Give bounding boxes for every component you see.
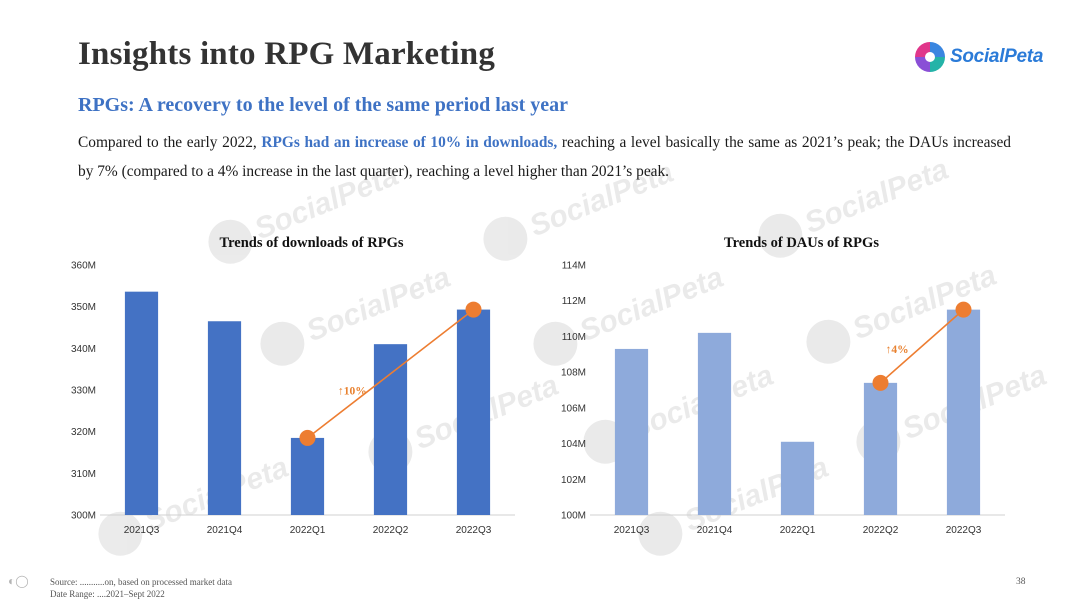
y-tick-label: 350M [71,302,96,313]
downloads-chart: Trends of downloads of RPGs 300M 310M 320M 3… [40,228,540,548]
y-tick-label: 340M [71,344,96,355]
bar-2021Q3 [614,348,649,515]
y-tick-label: 330M [71,386,96,397]
y-tick-label: 106M [561,403,586,414]
slide-subtitle: RPGs: A recovery to the level of the sam… [78,94,569,116]
y-tick-label: 108M [561,368,586,379]
date-range-note: Date Range: ....2021–Sept 2022 [50,589,165,599]
downloads-chart-svg: Trends of downloads of RPGs 300M 310M 320M 3… [71,235,515,536]
x-tick-label: 2021Q3 [124,525,160,536]
trend-end-point [465,301,482,318]
corner-watermark-icon: ◐◯ [8,574,29,588]
trend-start-point [872,374,889,391]
trend-annotation: ↑4% [886,344,909,356]
x-tick-label: 2022Q1 [780,525,816,536]
footer-source: Source: ...........on, based on processe… [50,576,232,600]
y-tick-label: 320M [71,427,96,438]
chart-title: Trends of DAUs of RPGs [724,235,879,251]
source-note: Source: ...........on, based on processe… [50,577,232,587]
y-tick-label: 310M [71,469,96,480]
bar-2021Q4 [207,321,242,515]
x-tick-label: 2022Q3 [946,525,982,536]
chart-title: Trends of downloads of RPGs [220,235,404,251]
x-tick-label: 2022Q3 [456,525,492,536]
summary-text-2: reaching a level basically the same as 2… [78,134,1011,180]
y-tick-label: 112M [562,296,586,307]
x-tick-label: 2021Q3 [614,525,650,536]
brand-logo: SocialPeta [914,40,1043,74]
y-tick-label: 300M [71,511,96,522]
x-tick-label: 2021Q4 [207,525,243,536]
x-tick-label: 2022Q2 [863,525,899,536]
slide-title: Insights into RPG Marketing [78,36,496,72]
bar-2021Q3 [124,291,159,515]
trend-line [307,308,474,439]
y-tick-label: 360M [71,261,96,272]
socialpeta-logo-icon [915,42,945,72]
trend-start-point [299,429,316,446]
x-tick-label: 2022Q1 [290,525,326,536]
summary-highlight: RPGs had an increase of 10% in downloads… [261,134,558,151]
bar-2022Q2 [863,382,898,515]
bar-2022Q3 [946,309,981,515]
y-tick-label: 114M [562,261,586,272]
daus-chart-svg: Trends of DAUs of RPGs 100M 102M 104M 106M 10… [561,235,1005,536]
summary-text-1: Compared to the early 2022, [78,134,262,151]
logo-text: SocialPeta [950,46,1044,67]
y-tick-label: 104M [561,439,586,450]
y-tick-label: 102M [561,475,586,486]
bar-2021Q4 [697,332,732,515]
page-number: 38 [1016,577,1026,587]
y-tick-label: 110M [562,332,586,343]
bar-2022Q1 [290,437,325,515]
bar-2022Q2 [373,344,408,515]
bar-2022Q3 [456,309,491,515]
trend-line [879,309,965,384]
x-tick-label: 2021Q4 [697,525,733,536]
bar-2022Q1 [780,441,815,515]
trend-end-point [955,301,972,318]
daus-chart: Trends of DAUs of RPGs 100M 102M 104M 106M 10… [530,228,1030,548]
trend-annotation: ↑10% [338,385,367,397]
x-tick-label: 2022Q2 [373,525,409,536]
y-tick-label: 100M [561,511,586,522]
summary-paragraph: Compared to the early 2022, RPGs had an … [78,128,1011,186]
